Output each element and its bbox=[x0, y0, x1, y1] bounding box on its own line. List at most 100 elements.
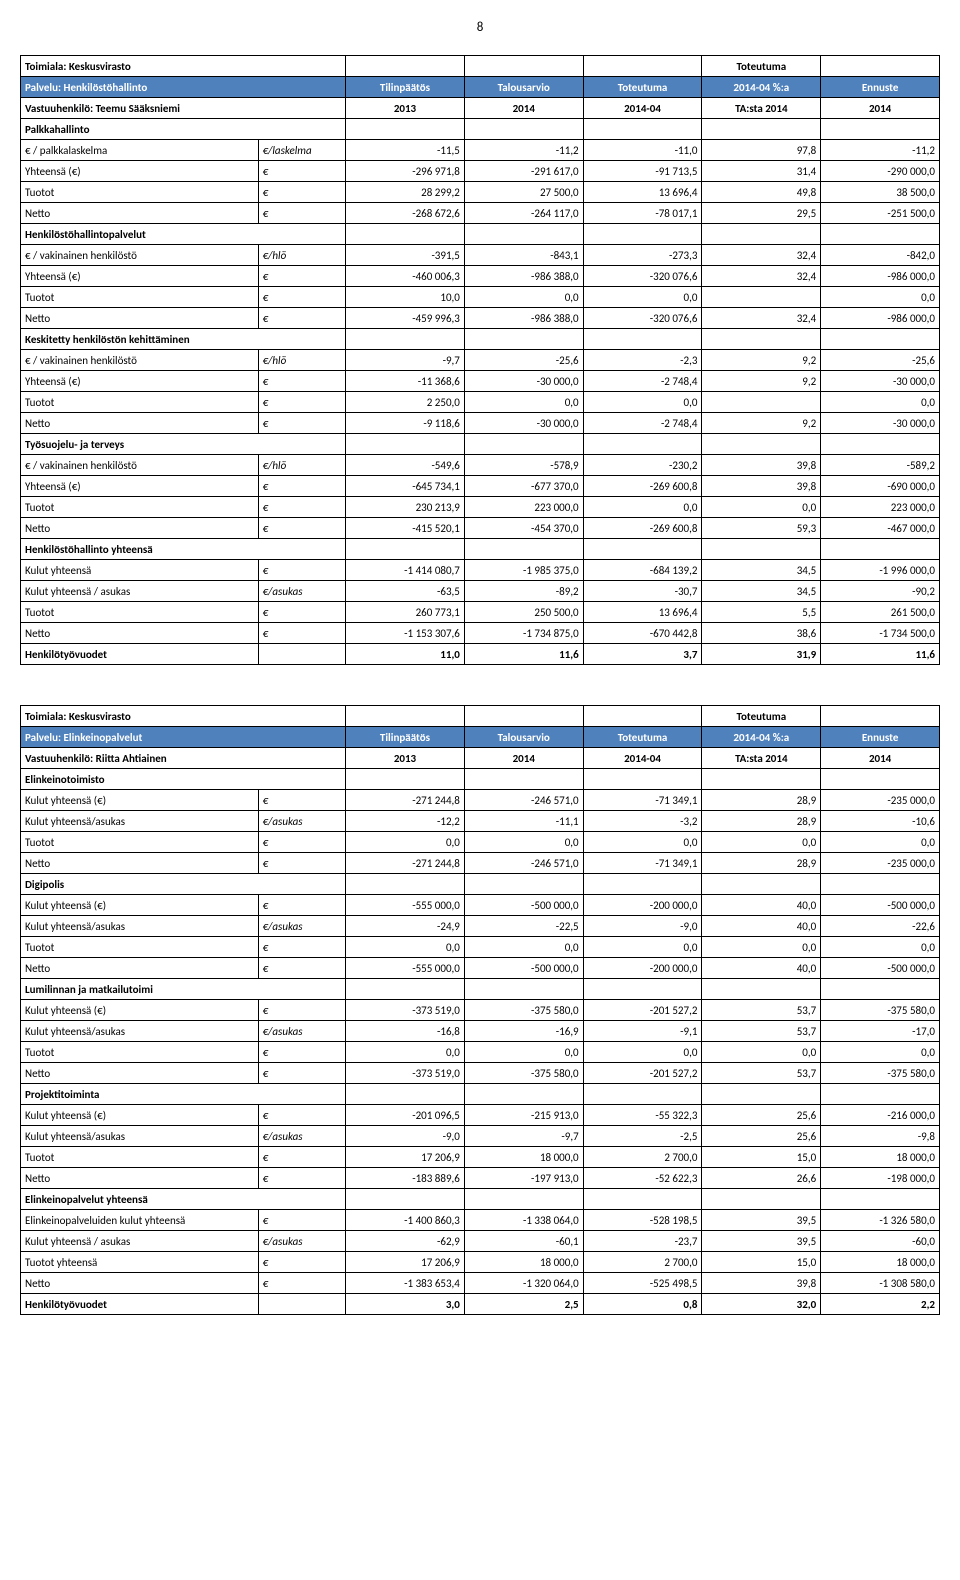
cell: -216 000,0 bbox=[821, 1105, 940, 1126]
header-empty bbox=[583, 56, 702, 77]
cell: -1 326 580,0 bbox=[821, 1210, 940, 1231]
cell: 38 500,0 bbox=[821, 182, 940, 203]
cell: -17,0 bbox=[821, 1021, 940, 1042]
cell: -645 734,1 bbox=[346, 476, 465, 497]
row-label: Kulut yhteensä bbox=[21, 560, 259, 581]
row-unit: € bbox=[258, 937, 346, 958]
row-unit: € bbox=[258, 853, 346, 874]
cell: -1 734 500,0 bbox=[821, 623, 940, 644]
cell-empty bbox=[583, 329, 702, 350]
row-unit: €/asukas bbox=[258, 1231, 346, 1252]
row-label: € / palkkalaskelma bbox=[21, 140, 259, 161]
cell: -30,7 bbox=[583, 581, 702, 602]
row-label: Kulut yhteensä (€) bbox=[21, 790, 259, 811]
cell: 18 000,0 bbox=[464, 1252, 583, 1273]
cell: -24,9 bbox=[346, 916, 465, 937]
cell-empty bbox=[583, 224, 702, 245]
cell: 39,5 bbox=[702, 1231, 821, 1252]
cell-empty bbox=[583, 539, 702, 560]
cell: 39,5 bbox=[702, 1210, 821, 1231]
cell: -375 580,0 bbox=[464, 1000, 583, 1021]
cell: -30 000,0 bbox=[464, 413, 583, 434]
cell: 53,7 bbox=[702, 1000, 821, 1021]
cell: -296 971,8 bbox=[346, 161, 465, 182]
cell: -200 000,0 bbox=[583, 895, 702, 916]
cell-empty bbox=[464, 1084, 583, 1105]
cell: 18 000,0 bbox=[464, 1147, 583, 1168]
cell: 28,9 bbox=[702, 790, 821, 811]
cell: 230 213,9 bbox=[346, 497, 465, 518]
cell: -62,9 bbox=[346, 1231, 465, 1252]
cell: 5,5 bbox=[702, 602, 821, 623]
cell: -500 000,0 bbox=[821, 958, 940, 979]
cell: 26,6 bbox=[702, 1168, 821, 1189]
vastuuhenkilo: Vastuuhenkilö: Riitta Ahtiainen bbox=[21, 748, 346, 769]
row-label: € / vakinainen henkilöstö bbox=[21, 245, 259, 266]
row-label: Tuotot bbox=[21, 602, 259, 623]
cell: 39,8 bbox=[702, 1273, 821, 1294]
cell: 0,0 bbox=[583, 1042, 702, 1063]
header-c5: 2014-04 %:a bbox=[702, 77, 821, 98]
header-c5: TA:sta 2014 bbox=[702, 748, 821, 769]
row-unit: € bbox=[258, 392, 346, 413]
cell: -555 000,0 bbox=[346, 895, 465, 916]
row-label: Kulut yhteensä/asukas bbox=[21, 1021, 259, 1042]
cell: 32,4 bbox=[702, 266, 821, 287]
row-label: Tuotot bbox=[21, 1147, 259, 1168]
row-label: Tuotot bbox=[21, 182, 259, 203]
cell-empty bbox=[702, 329, 821, 350]
cell: -251 500,0 bbox=[821, 203, 940, 224]
cell: -684 139,2 bbox=[583, 560, 702, 581]
cell: 39,8 bbox=[702, 476, 821, 497]
header-c3: 2014 bbox=[464, 748, 583, 769]
cell: 0,0 bbox=[702, 937, 821, 958]
cell: -555 000,0 bbox=[346, 958, 465, 979]
cell: -9,0 bbox=[346, 1126, 465, 1147]
cell-empty bbox=[464, 979, 583, 1000]
cell: 2 700,0 bbox=[583, 1147, 702, 1168]
cell-empty bbox=[821, 434, 940, 455]
cell: -246 571,0 bbox=[464, 853, 583, 874]
cell: 53,7 bbox=[702, 1021, 821, 1042]
cell: -91 713,5 bbox=[583, 161, 702, 182]
cell: -500 000,0 bbox=[821, 895, 940, 916]
cell-empty bbox=[583, 979, 702, 1000]
row-label: Netto bbox=[21, 623, 259, 644]
row-unit bbox=[258, 644, 346, 665]
cell: -375 580,0 bbox=[821, 1063, 940, 1084]
cell: 40,0 bbox=[702, 958, 821, 979]
row-unit: € bbox=[258, 560, 346, 581]
cell: 3,7 bbox=[583, 644, 702, 665]
cell-empty bbox=[346, 1084, 465, 1105]
cell: -1 383 653,4 bbox=[346, 1273, 465, 1294]
row-unit: € bbox=[258, 1210, 346, 1231]
cell: 0,0 bbox=[464, 937, 583, 958]
cell-empty bbox=[702, 434, 821, 455]
cell: -22,5 bbox=[464, 916, 583, 937]
row-unit: €/hlö bbox=[258, 245, 346, 266]
cell: 15,0 bbox=[702, 1252, 821, 1273]
row-label: Netto bbox=[21, 1273, 259, 1294]
cell-empty bbox=[583, 434, 702, 455]
cell: -52 622,3 bbox=[583, 1168, 702, 1189]
cell: -11 368,6 bbox=[346, 371, 465, 392]
cell: -273,3 bbox=[583, 245, 702, 266]
header-empty bbox=[464, 56, 583, 77]
row-unit: € bbox=[258, 497, 346, 518]
cell-empty bbox=[583, 874, 702, 895]
cell: -415 520,1 bbox=[346, 518, 465, 539]
cell: -11,0 bbox=[583, 140, 702, 161]
cell-empty bbox=[583, 769, 702, 790]
row-unit: €/asukas bbox=[258, 581, 346, 602]
row-unit: € bbox=[258, 602, 346, 623]
cell: 260 773,1 bbox=[346, 602, 465, 623]
header-c6: 2014 bbox=[821, 748, 940, 769]
cell: -986 388,0 bbox=[464, 308, 583, 329]
row-unit: € bbox=[258, 1063, 346, 1084]
cell-empty bbox=[821, 1084, 940, 1105]
row-label: Yhteensä (€) bbox=[21, 161, 259, 182]
cell-empty bbox=[821, 1189, 940, 1210]
cell: -63,5 bbox=[346, 581, 465, 602]
cell: 32,4 bbox=[702, 308, 821, 329]
cell-empty bbox=[346, 769, 465, 790]
